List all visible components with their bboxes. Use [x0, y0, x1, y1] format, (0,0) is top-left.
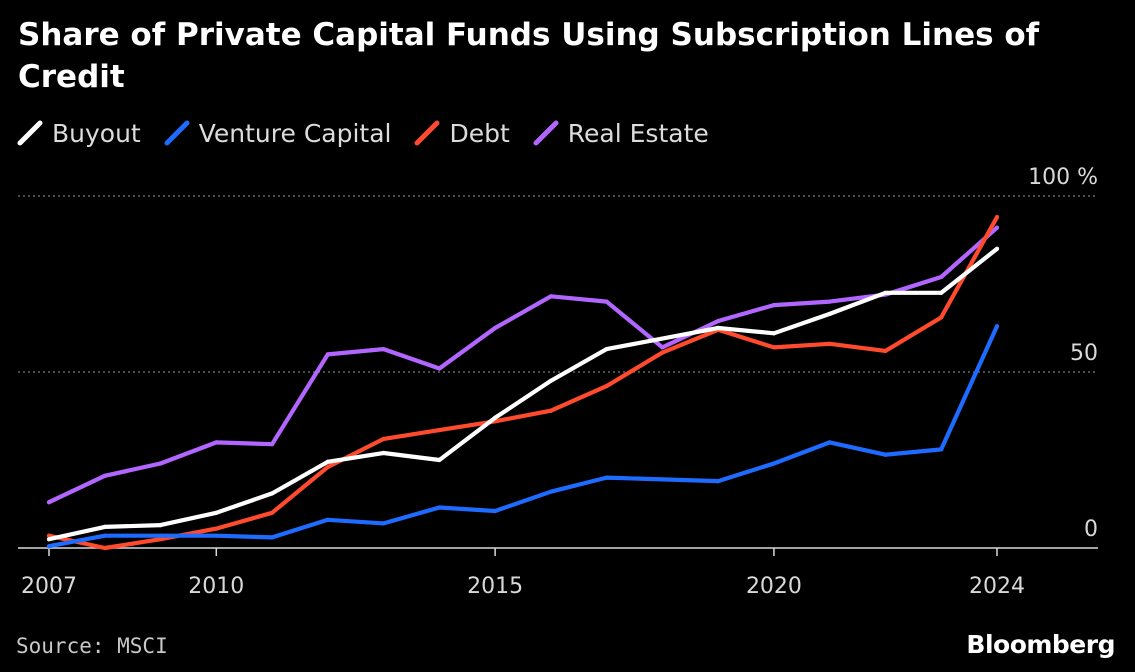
- data-point-real-estate: [548, 294, 553, 299]
- data-point-real-estate: [827, 299, 832, 304]
- data-point-debt: [994, 215, 1000, 220]
- data-point-buyout: [325, 459, 330, 464]
- x-tick-label-2015: 2015: [467, 574, 523, 599]
- data-point-real-estate: [214, 440, 219, 445]
- legend-label-buyout: Buyout: [52, 118, 141, 148]
- data-point-buyout: [827, 311, 832, 317]
- legend-swatch-buyout: [17, 120, 43, 146]
- data-point-debt: [102, 545, 107, 551]
- data-point-buyout: [771, 331, 777, 336]
- data-point-venture-capital: [381, 521, 386, 526]
- data-point-buyout: [548, 378, 553, 383]
- data-point-real-estate: [604, 299, 609, 304]
- data-point-venture-capital: [716, 479, 721, 484]
- data-point-venture-capital: [771, 461, 777, 466]
- data-point-real-estate: [269, 442, 275, 447]
- data-point-real-estate: [437, 366, 442, 371]
- data-point-real-estate: [939, 274, 944, 280]
- series-line-buyout: [46, 246, 1000, 542]
- y-tick-label-100: 100 %: [1028, 165, 1098, 190]
- data-point-real-estate: [493, 325, 498, 331]
- data-point-debt: [269, 510, 275, 515]
- data-point-debt: [214, 526, 219, 531]
- data-point-debt: [437, 427, 442, 433]
- legend-item-real-estate: Real Estate: [532, 119, 709, 148]
- series-line-venture-capital: [46, 324, 1000, 549]
- x-tick-label-2007: 2007: [21, 574, 77, 599]
- data-point-debt: [548, 408, 553, 413]
- data-point-real-estate: [994, 225, 1000, 230]
- data-point-buyout: [883, 290, 888, 295]
- data-point-debt: [660, 350, 665, 355]
- data-point-venture-capital: [883, 452, 888, 457]
- data-point-debt: [827, 341, 832, 346]
- y-tick-label-0: 0: [1084, 517, 1098, 542]
- data-point-venture-capital: [548, 489, 553, 494]
- data-point-venture-capital: [604, 475, 609, 480]
- data-point-buyout: [158, 523, 163, 528]
- data-point-venture-capital: [994, 324, 1000, 329]
- data-point-real-estate: [102, 473, 107, 478]
- x-tick-label-2024: 2024: [969, 574, 1025, 599]
- data-point-buyout: [102, 524, 107, 529]
- bloomberg-logo: Bloomberg: [966, 630, 1115, 659]
- data-point-buyout: [493, 415, 498, 420]
- data-point-venture-capital: [493, 508, 498, 514]
- legend-item-debt: Debt: [413, 118, 510, 148]
- data-point-buyout: [214, 510, 219, 515]
- data-point-venture-capital: [269, 535, 275, 540]
- data-point-debt: [883, 348, 888, 353]
- legend-label-venture-capital: Venture Capital: [198, 118, 392, 148]
- data-point-buyout: [437, 457, 442, 463]
- data-point-debt: [939, 315, 944, 320]
- data-point-venture-capital: [102, 533, 107, 538]
- data-point-real-estate: [771, 303, 777, 308]
- data-point-venture-capital: [660, 477, 665, 482]
- data-point-debt: [381, 436, 386, 441]
- data-point-venture-capital: [325, 517, 330, 522]
- data-point-buyout: [994, 246, 1000, 251]
- legend-item-buyout: Buyout: [16, 119, 141, 148]
- data-point-debt: [158, 537, 163, 542]
- data-point-venture-capital: [939, 447, 944, 452]
- data-point-buyout: [604, 347, 609, 352]
- data-point-buyout: [660, 336, 665, 341]
- legend-swatch-venture-capital: [164, 120, 190, 146]
- data-point-buyout: [269, 491, 275, 496]
- legend: Buyout Venture Capital Debt Real Estate: [16, 116, 731, 150]
- data-point-real-estate: [660, 345, 665, 350]
- x-tick-label-2020: 2020: [746, 574, 802, 599]
- data-point-debt: [325, 464, 330, 470]
- data-point-buyout: [46, 537, 52, 542]
- legend-label-debt: Debt: [449, 118, 510, 148]
- data-point-real-estate: [325, 352, 330, 357]
- data-point-venture-capital: [158, 533, 163, 538]
- legend-label-real-estate: Real Estate: [567, 118, 709, 148]
- data-point-venture-capital: [46, 544, 52, 549]
- data-point-venture-capital: [827, 440, 832, 445]
- legend-swatch-debt: [414, 120, 440, 146]
- x-tick-label-2010: 2010: [188, 574, 244, 599]
- legend-swatch-real-estate: [533, 120, 559, 146]
- data-point-real-estate: [158, 461, 163, 466]
- legend-item-venture-capital: Venture Capital: [163, 118, 392, 148]
- data-point-venture-capital: [214, 533, 219, 538]
- y-tick-label-50: 50: [1070, 341, 1098, 366]
- data-point-real-estate: [716, 318, 721, 324]
- source-note: Source: MSCI: [16, 634, 168, 658]
- data-point-debt: [771, 345, 777, 350]
- data-point-debt: [604, 383, 609, 389]
- data-point-real-estate: [381, 347, 386, 352]
- data-point-buyout: [716, 325, 721, 331]
- series-line-real-estate: [46, 225, 1000, 505]
- series-line-debt: [46, 215, 1000, 551]
- data-point-debt: [46, 533, 52, 538]
- data-point-buyout: [939, 290, 944, 295]
- data-point-buyout: [381, 450, 386, 456]
- data-point-venture-capital: [437, 505, 442, 510]
- chart-title: Share of Private Capital Funds Using Sub…: [18, 17, 1040, 95]
- data-point-real-estate: [46, 500, 52, 505]
